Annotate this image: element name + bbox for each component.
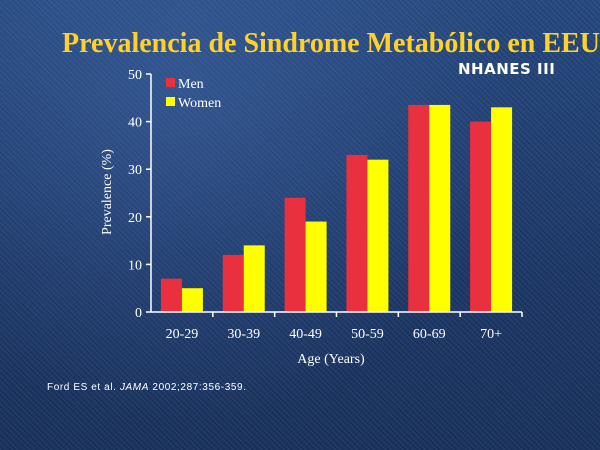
- legend-label-men: Men: [178, 77, 204, 92]
- y-tick-label: 0: [135, 306, 142, 321]
- x-tick-label: 30-39: [227, 327, 260, 342]
- bar-women-30-39: [243, 245, 265, 312]
- legend-label-women: Women: [178, 96, 221, 111]
- y-tick-label: 10: [128, 258, 142, 273]
- slide-subtitle: NHANES III: [458, 60, 556, 78]
- bar-women-60-69: [429, 104, 451, 312]
- y-tick-label: 30: [128, 163, 142, 178]
- x-tick-label: 40-49: [289, 327, 322, 342]
- slide-title: Prevalencia de Sindrome Metabólico en EE…: [62, 28, 600, 59]
- x-tick-label: 70+: [480, 327, 502, 342]
- y-tick-label: 50: [128, 68, 142, 83]
- bar-men-20-29: [160, 278, 182, 312]
- bar-men-50-59: [346, 154, 368, 312]
- legend-swatch-women: [166, 97, 175, 106]
- legend-swatch-men: [166, 78, 175, 87]
- bar-women-70+: [491, 107, 513, 312]
- x-tick-label: 20-29: [166, 327, 199, 342]
- citation: Ford ES et al. JAMA 2002;287:356-359.: [47, 382, 247, 393]
- y-axis-label: Prevalence (%): [100, 149, 115, 235]
- y-tick-label: 20: [128, 211, 142, 226]
- bar-men-70+: [470, 121, 492, 312]
- citation-journal: JAMA: [119, 382, 150, 393]
- citation-details: 2002;287:356-359.: [152, 382, 247, 393]
- legend: Men Women: [166, 77, 221, 111]
- bar-women-50-59: [367, 159, 389, 312]
- x-tick-label: 60-69: [413, 327, 446, 342]
- bar-women-40-49: [305, 221, 327, 312]
- chart-bars: [160, 104, 513, 312]
- bar-men-40-49: [284, 197, 306, 312]
- bar-women-20-29: [181, 288, 203, 312]
- bar-men-60-69: [408, 104, 430, 312]
- x-tick-label: 50-59: [351, 327, 384, 342]
- bar-men-30-39: [222, 254, 244, 312]
- y-axis-ticks: 0 10 20 30 40 50: [128, 68, 151, 321]
- y-tick-label: 40: [128, 116, 142, 131]
- x-axis-label: Age (Years): [297, 352, 365, 367]
- x-axis-ticks: 20-29 30-39 40-49 50-59 60-69 70+: [166, 312, 523, 342]
- citation-authors: Ford ES et al.: [47, 382, 117, 393]
